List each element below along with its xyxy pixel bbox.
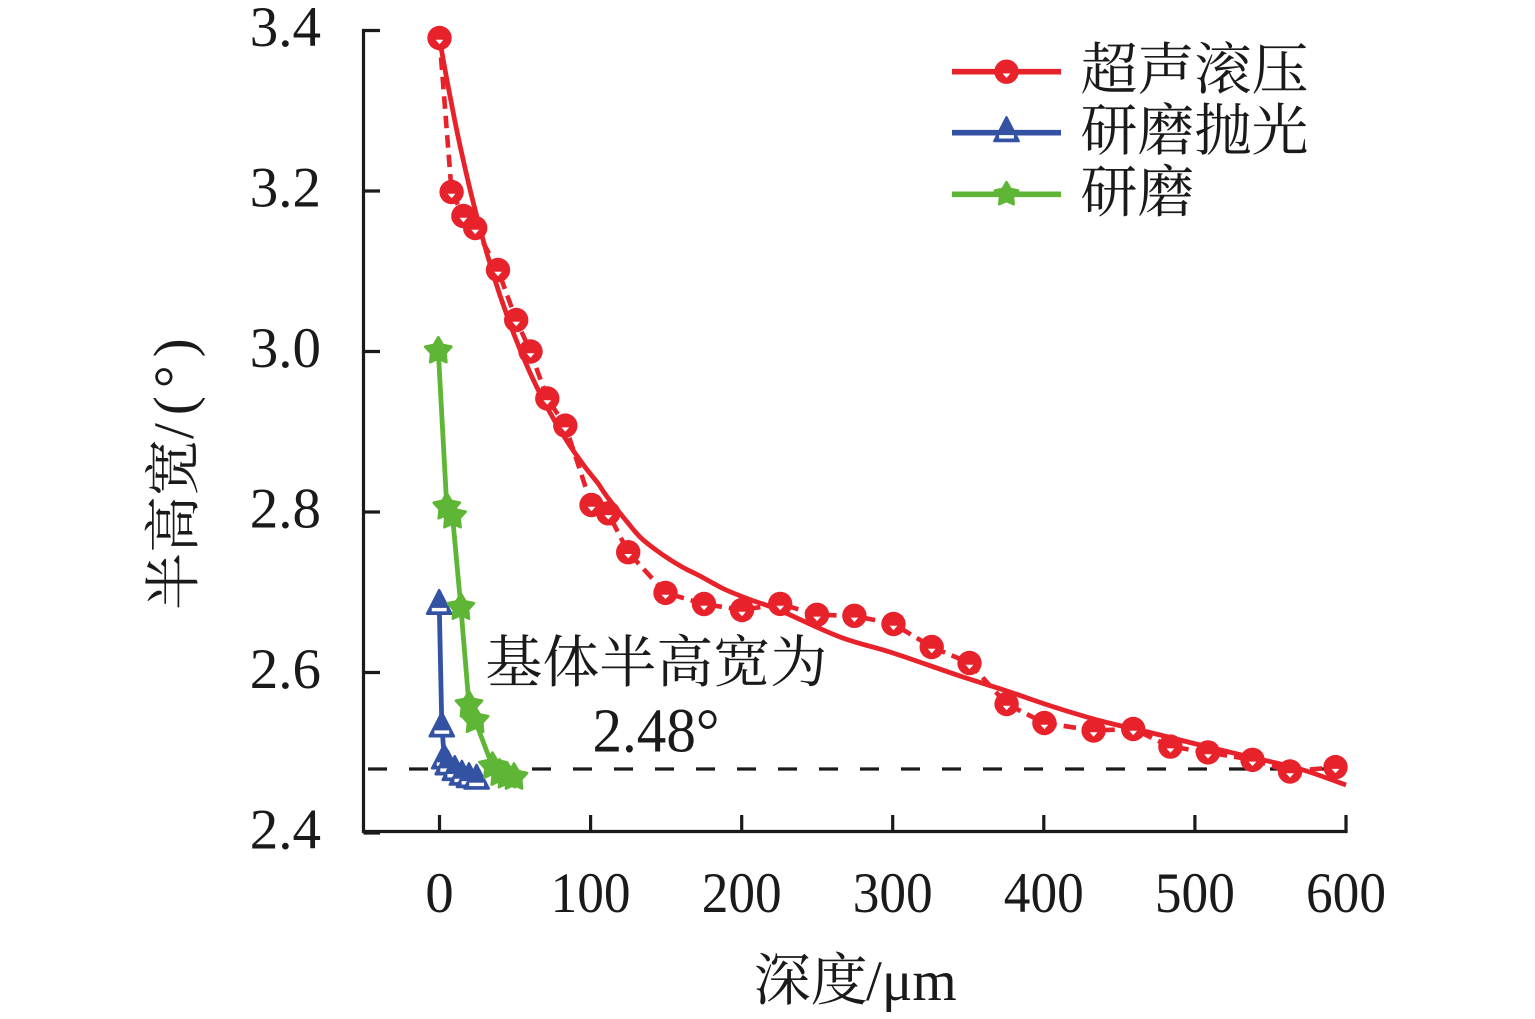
svg-text:3.2: 3.2 [250, 157, 321, 220]
svg-text:3.4: 3.4 [250, 0, 321, 59]
svg-text:100: 100 [551, 862, 631, 925]
svg-text:600: 600 [1306, 862, 1386, 925]
svg-text:200: 200 [702, 862, 782, 925]
svg-text:/μm: /μm [866, 950, 957, 1013]
svg-text:/(°): /(°) [143, 330, 206, 439]
svg-text:2.8: 2.8 [250, 478, 321, 541]
svg-text:2.48°: 2.48° [593, 698, 720, 766]
svg-text:0: 0 [425, 862, 454, 925]
svg-text:2.4: 2.4 [250, 799, 321, 862]
svg-text:500: 500 [1155, 862, 1235, 925]
svg-text:3.0: 3.0 [250, 317, 321, 380]
svg-text:2.6: 2.6 [250, 638, 321, 701]
svg-text:400: 400 [1004, 862, 1084, 925]
svg-text:300: 300 [853, 862, 933, 925]
